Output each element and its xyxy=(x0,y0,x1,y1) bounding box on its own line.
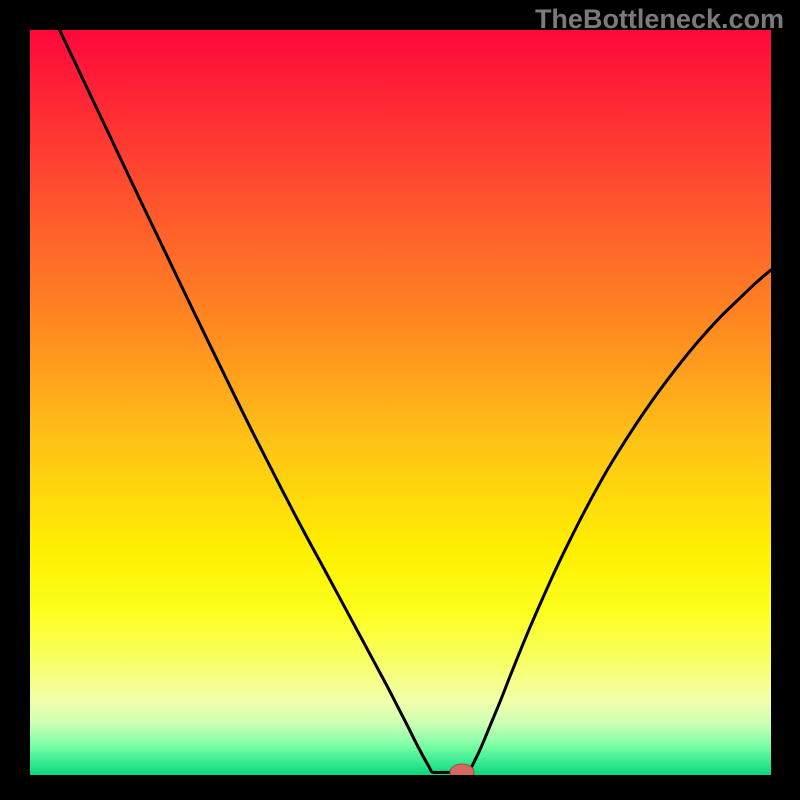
bottleneck-curve xyxy=(30,30,771,775)
plot-area xyxy=(30,30,771,775)
bottleneck-line xyxy=(60,30,771,772)
watermark-text: TheBottleneck.com xyxy=(535,4,784,35)
current-config-marker xyxy=(450,764,474,775)
